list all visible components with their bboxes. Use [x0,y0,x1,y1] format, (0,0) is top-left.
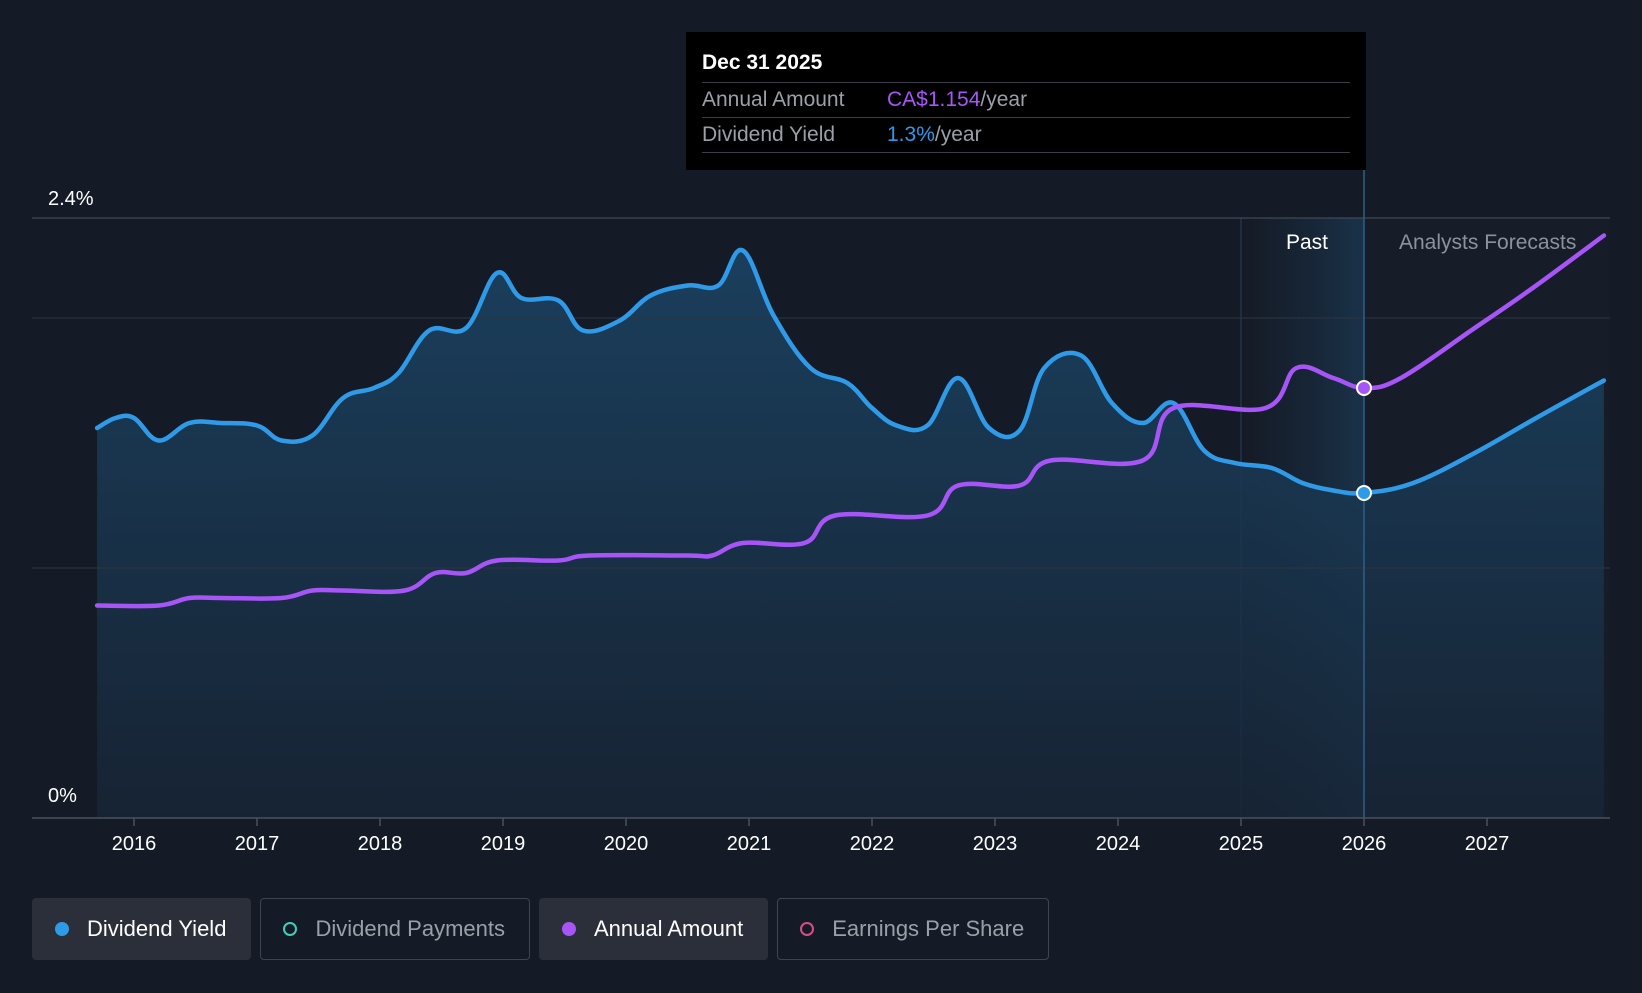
x-tick-label-2017: 2017 [235,833,280,855]
x-tick-label-2018: 2018 [358,833,403,855]
x-tick-label-2026: 2026 [1342,833,1387,855]
annual-amount-dot-icon [561,922,576,936]
x-tick-label-2020: 2020 [604,833,649,855]
dividend-payments-ring-icon [283,922,298,936]
legend-dividend-payments-label: Dividend Payments [315,916,505,941]
x-tick-label-2025: 2025 [1219,833,1264,855]
x-tick-label-2023: 2023 [973,833,1018,855]
tooltip-row-annual-amount: Annual Amount CA$1.154 /year [702,83,1350,118]
tooltip-annual-amount-unit: /year [980,88,1028,111]
x-tick-label-2027: 2027 [1465,833,1510,855]
chart-legend: Dividend Yield Dividend Payments Annual … [32,898,1050,960]
x-tick-label-2016: 2016 [112,833,157,855]
tooltip-dividend-yield-label: Dividend Yield [702,123,836,146]
chart-tooltip: Dec 31 2025 Annual Amount CA$1.154 /year… [686,32,1366,170]
tooltip-dividend-yield-unit: /year [934,123,982,146]
tooltip-date: Dec 31 2025 [702,48,1350,83]
legend-earnings-per-share-label: Earnings Per Share [832,916,1025,941]
x-tick-label-2024: 2024 [1096,833,1141,855]
tooltip-annual-amount-value: CA$1.154 [887,88,981,111]
tooltip-row-dividend-yield: Dividend Yield 1.3% /year [702,118,1350,153]
legend-annual-amount-label: Annual Amount [593,916,744,941]
dividend-yield-line [94,247,1607,496]
tooltip-annual-amount-label: Annual Amount [702,88,845,111]
annual-amount-marker [1356,380,1372,396]
legend-annual-amount-button[interactable]: Annual Amount [538,898,769,960]
earnings-per-share-ring-icon [800,922,815,936]
x-tick-label-2019: 2019 [481,833,526,855]
dividend-yield-dot-icon [55,922,69,936]
dividend-yield-marker [1356,485,1372,501]
x-tick-label-2021: 2021 [727,833,772,855]
y-axis-top-label: 2.4% [48,188,94,210]
past-region-label: Past [1286,231,1328,254]
legend-dividend-yield-label: Dividend Yield [87,916,227,941]
legend-earnings-per-share-button[interactable]: Earnings Per Share [777,898,1050,960]
legend-dividend-payments-button[interactable]: Dividend Payments [260,898,530,960]
tooltip-dividend-yield-value: 1.3% [887,123,935,146]
y-axis-bottom-label: 0% [48,785,77,807]
legend-dividend-yield-button[interactable]: Dividend Yield [32,898,252,960]
forecast-region-label: Analysts Forecasts [1399,231,1576,254]
x-tick-label-2022: 2022 [850,833,895,855]
dividend-yield-area [97,249,1604,818]
annual-amount-line [94,233,1607,609]
